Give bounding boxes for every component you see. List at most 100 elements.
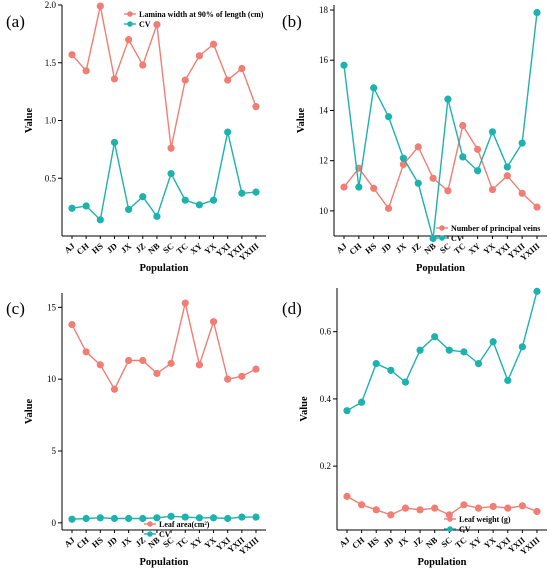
data-point-trait: [416, 506, 424, 514]
data-point-trait: [238, 372, 246, 380]
y-tick-label: 15: [47, 302, 57, 312]
x-tick-label: AJ: [337, 534, 352, 549]
data-point-cv: [238, 513, 246, 521]
data-point-cv: [96, 216, 104, 224]
series-line-cv: [343, 12, 538, 239]
legend: Lamina width at 90% of length (cm)CV: [124, 10, 264, 29]
data-point-trait: [399, 160, 407, 169]
x-tick-label: JZ: [411, 535, 425, 549]
legend-key-dot: [127, 21, 133, 27]
data-point-trait: [181, 76, 189, 84]
data-point-trait: [167, 359, 175, 367]
data-point-cv: [125, 205, 133, 214]
data-point-trait: [195, 361, 203, 369]
data-point-trait: [372, 506, 380, 514]
data-point-cv: [533, 287, 541, 295]
y-axis-title: Value: [24, 399, 35, 425]
data-point-cv: [384, 113, 393, 121]
data-point-cv: [474, 167, 482, 175]
data-point-cv: [252, 188, 260, 196]
y-tick-label: 14: [319, 105, 329, 115]
y-tick-label: 16: [319, 55, 329, 65]
data-point-cv: [68, 204, 76, 212]
data-point-cv: [444, 95, 452, 103]
y-tick-label: 12: [319, 156, 328, 166]
data-point-trait: [82, 67, 90, 75]
data-point-cv: [252, 513, 260, 521]
data-point-cv: [358, 398, 366, 406]
legend: Leaf area(cm²)CV: [144, 520, 210, 539]
data-point-cv: [224, 514, 232, 523]
data-point-trait: [153, 21, 161, 29]
y-tick-label: 5: [52, 446, 57, 456]
legend-label: Number of principal veins: [451, 224, 540, 233]
data-point-trait: [139, 356, 147, 365]
data-point-cv: [387, 366, 395, 374]
data-point-cv: [167, 170, 175, 178]
x-tick-label: TC: [452, 241, 467, 256]
data-point-trait: [533, 203, 541, 211]
x-tick-label: HS: [90, 535, 105, 550]
y-axis-title: Value: [299, 396, 310, 422]
data-point-trait: [96, 361, 104, 369]
data-point-trait: [533, 507, 541, 516]
y-tick-label: 0.5: [45, 173, 57, 183]
panel-label: (d): [282, 299, 302, 318]
y-tick-label: 0.4: [320, 394, 332, 404]
data-point-cv: [224, 128, 232, 136]
x-tick-label: JD: [379, 241, 393, 255]
data-point-cv: [401, 378, 410, 386]
data-point-trait: [488, 185, 497, 194]
data-point-cv: [68, 515, 76, 523]
legend-label: Leaf area(cm²): [159, 520, 210, 529]
data-point-cv: [431, 333, 439, 341]
data-point-trait: [209, 318, 218, 326]
x-tick-label: JX: [119, 240, 134, 255]
legend-label: Leaf weight (g): [459, 515, 511, 524]
data-point-trait: [387, 511, 395, 519]
series-line-trait: [71, 6, 257, 149]
data-point-trait: [431, 504, 439, 512]
data-point-trait: [429, 174, 437, 182]
data-point-trait: [504, 504, 512, 512]
x-tick-label: CH: [350, 535, 366, 551]
data-point-trait: [110, 385, 119, 393]
legend: Leaf weight (g)CV: [444, 515, 511, 534]
legend-label: CV: [459, 525, 471, 534]
data-point-cv: [139, 193, 147, 201]
data-point-cv: [355, 183, 363, 191]
data-point-trait: [414, 143, 422, 151]
legend-key-dot: [147, 521, 153, 527]
y-tick-label: 10: [47, 374, 57, 384]
data-point-trait: [181, 299, 189, 307]
data-point-trait: [96, 2, 104, 10]
data-point-trait: [343, 492, 351, 500]
data-point-cv: [503, 163, 511, 171]
data-point-trait: [252, 365, 260, 373]
data-point-trait: [238, 64, 246, 73]
data-point-trait: [82, 348, 90, 356]
data-point-trait: [401, 504, 410, 512]
x-tick-label: JX: [396, 534, 411, 549]
x-axis-title: Population: [417, 557, 466, 568]
data-point-trait: [153, 369, 161, 378]
legend-label: CV: [139, 20, 151, 29]
series-line-cv: [71, 131, 257, 222]
x-tick-label: NB: [422, 241, 438, 256]
data-point-cv: [167, 512, 175, 520]
legend-key-dot: [439, 235, 445, 241]
x-axis-title: Population: [139, 557, 188, 568]
data-point-trait: [384, 204, 393, 212]
data-point-cv: [445, 346, 453, 354]
data-point-cv: [460, 348, 468, 356]
y-tick-label: 0: [52, 518, 57, 528]
data-point-cv: [153, 514, 161, 522]
data-point-trait: [503, 172, 511, 180]
data-point-trait: [474, 504, 483, 512]
x-tick-label: CH: [347, 241, 363, 257]
x-tick-label: JZ: [409, 241, 423, 255]
